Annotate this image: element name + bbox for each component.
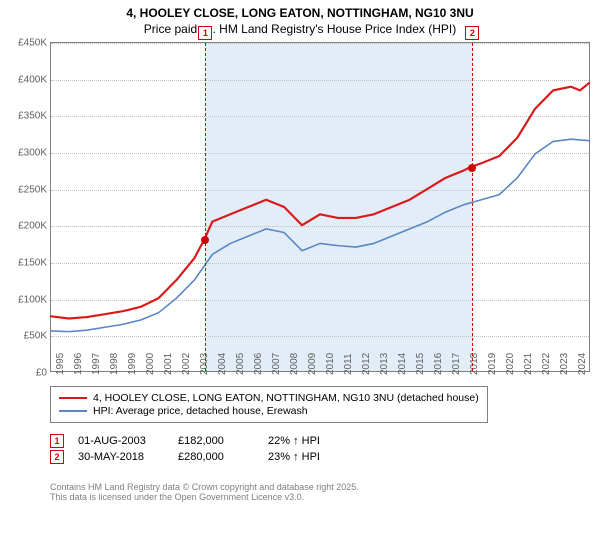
chart-plot-area: £0£50K£100K£150K£200K£250K£300K£350K£400…	[50, 42, 590, 372]
series-line-hpi	[51, 139, 589, 331]
marker-badge: 1	[198, 26, 212, 40]
footer-line-1: Contains HM Land Registry data © Crown c…	[50, 482, 359, 492]
y-axis-label: £450K	[5, 38, 47, 49]
annotation-price: £182,000	[178, 435, 268, 447]
annotation-row: 2 30-MAY-2018£280,00023% ↑ HPI	[50, 450, 358, 464]
y-axis-label: £250K	[5, 184, 47, 195]
marker-line	[472, 43, 473, 371]
y-axis-label: £350K	[5, 111, 47, 122]
annotation-price: £280,000	[178, 451, 268, 463]
y-axis-label: £50K	[5, 331, 47, 342]
annotation-date: 01-AUG-2003	[78, 435, 178, 447]
transaction-annotations: 1 01-AUG-2003£182,00022% ↑ HPI 2 30-MAY-201…	[50, 432, 358, 466]
footer-line-2: This data is licensed under the Open Gov…	[50, 492, 359, 502]
y-axis-label: £300K	[5, 148, 47, 159]
legend-row: HPI: Average price, detached house, Erew…	[59, 405, 479, 417]
legend-swatch	[59, 397, 87, 399]
y-axis-label: £0	[5, 368, 47, 379]
attribution-footer: Contains HM Land Registry data © Crown c…	[50, 482, 359, 502]
y-axis-label: £400K	[5, 74, 47, 85]
y-axis-label: £150K	[5, 258, 47, 269]
annotation-date: 30-MAY-2018	[78, 451, 178, 463]
chart-title: 4, HOOLEY CLOSE, LONG EATON, NOTTINGHAM,…	[0, 0, 600, 22]
y-axis-label: £200K	[5, 221, 47, 232]
legend-label: 4, HOOLEY CLOSE, LONG EATON, NOTTINGHAM,…	[93, 392, 479, 404]
y-axis-label: £100K	[5, 294, 47, 305]
chart-subtitle: Price paid vs. HM Land Registry's House …	[0, 22, 600, 40]
legend-swatch	[59, 410, 87, 412]
annotation-badge: 2	[50, 450, 64, 464]
annotation-badge: 1	[50, 434, 64, 448]
marker-badge: 2	[465, 26, 479, 40]
series-line-price_paid	[51, 83, 589, 318]
annotation-pct: 23% ↑ HPI	[268, 451, 358, 463]
marker-dot	[201, 236, 209, 244]
legend: 4, HOOLEY CLOSE, LONG EATON, NOTTINGHAM,…	[50, 386, 488, 423]
marker-dot	[468, 164, 476, 172]
annotation-row: 1 01-AUG-2003£182,00022% ↑ HPI	[50, 434, 358, 448]
legend-row: 4, HOOLEY CLOSE, LONG EATON, NOTTINGHAM,…	[59, 392, 479, 404]
legend-label: HPI: Average price, detached house, Erew…	[93, 405, 308, 417]
annotation-pct: 22% ↑ HPI	[268, 435, 358, 447]
marker-line	[205, 43, 206, 371]
